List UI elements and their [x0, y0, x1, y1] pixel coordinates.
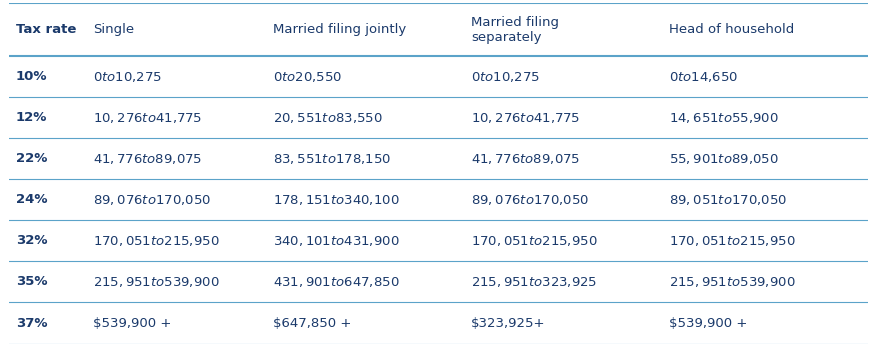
- Text: $0 to $14,650: $0 to $14,650: [669, 70, 738, 84]
- Text: 32%: 32%: [16, 235, 47, 247]
- Text: $647,850 +: $647,850 +: [274, 316, 352, 330]
- Text: $0 to $10,275: $0 to $10,275: [471, 70, 540, 84]
- Text: $340,101 to $431,900: $340,101 to $431,900: [274, 234, 400, 248]
- Text: $170,051 to $215,950: $170,051 to $215,950: [471, 234, 598, 248]
- Text: 12%: 12%: [16, 111, 47, 124]
- Text: $170,051 to $215,950: $170,051 to $215,950: [669, 234, 795, 248]
- Text: $215,951 to $539,900: $215,951 to $539,900: [669, 275, 795, 289]
- Text: $83,551 to $178,150: $83,551 to $178,150: [274, 152, 392, 166]
- Text: $0 to $20,550: $0 to $20,550: [274, 70, 343, 84]
- Text: 37%: 37%: [16, 316, 47, 330]
- Text: $10,276 to $41,775: $10,276 to $41,775: [93, 111, 203, 125]
- Text: $323,925+: $323,925+: [471, 316, 545, 330]
- Text: Married filing jointly: Married filing jointly: [274, 23, 407, 36]
- Text: $0 to $10,275: $0 to $10,275: [93, 70, 162, 84]
- Text: $20,551 to $83,550: $20,551 to $83,550: [274, 111, 383, 125]
- Text: $41,776 to $89,075: $41,776 to $89,075: [93, 152, 203, 166]
- Text: $539,900 +: $539,900 +: [93, 316, 171, 330]
- Text: $539,900 +: $539,900 +: [669, 316, 747, 330]
- Text: $178,151 to $340,100: $178,151 to $340,100: [274, 193, 400, 207]
- Text: 22%: 22%: [16, 152, 47, 165]
- Text: $10,276 to $41,775: $10,276 to $41,775: [471, 111, 581, 125]
- Text: Tax rate: Tax rate: [16, 23, 76, 36]
- Text: $89,076 to $170,050: $89,076 to $170,050: [471, 193, 589, 207]
- Text: $41,776 to $89,075: $41,776 to $89,075: [471, 152, 581, 166]
- Text: $89,076 to $170,050: $89,076 to $170,050: [93, 193, 211, 207]
- Text: $170,051 to $215,950: $170,051 to $215,950: [93, 234, 219, 248]
- Text: $215,951 to $323,925: $215,951 to $323,925: [471, 275, 597, 289]
- Text: Married filing
separately: Married filing separately: [471, 16, 560, 44]
- Text: Head of household: Head of household: [669, 23, 794, 36]
- Text: Single: Single: [93, 23, 134, 36]
- Text: $215,951 to $539,900: $215,951 to $539,900: [93, 275, 219, 289]
- Text: 24%: 24%: [16, 193, 47, 206]
- Text: $14,651 to $55,900: $14,651 to $55,900: [669, 111, 779, 125]
- Text: $55,901 to $89,050: $55,901 to $89,050: [669, 152, 779, 166]
- Text: 35%: 35%: [16, 276, 47, 288]
- Text: 10%: 10%: [16, 70, 47, 83]
- Text: $431,901 to $647,850: $431,901 to $647,850: [274, 275, 400, 289]
- Text: $89,051 to $170,050: $89,051 to $170,050: [669, 193, 787, 207]
